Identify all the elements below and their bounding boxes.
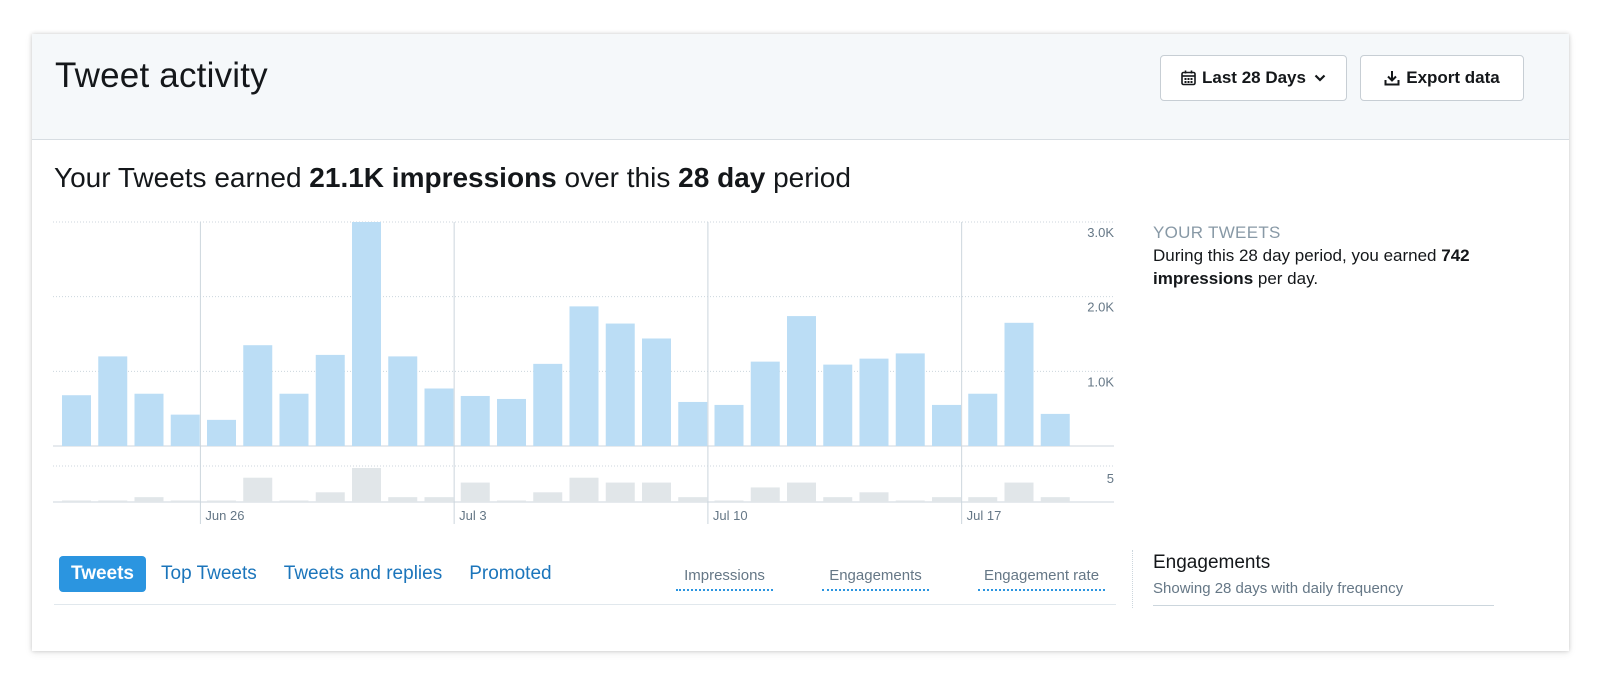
impressions-bar xyxy=(243,345,273,446)
engagements-bar xyxy=(932,497,961,502)
calendar-icon xyxy=(1181,70,1196,86)
impressions-bar xyxy=(859,358,889,446)
export-data-button[interactable]: Export data xyxy=(1360,55,1524,101)
tweet-tabs: Tweets Top Tweets Tweets and replies Pro… xyxy=(59,556,579,592)
metric-engagements[interactable]: Engagements xyxy=(822,567,929,591)
x-tick-label: Jul 3 xyxy=(459,508,486,523)
engagements-bar xyxy=(279,500,309,502)
engagements-bar xyxy=(497,500,526,502)
impressions-bar xyxy=(569,306,599,446)
download-icon xyxy=(1384,71,1400,86)
y-tick-label: 2.0K xyxy=(1087,300,1114,315)
impressions-bar xyxy=(315,354,345,446)
engagements-bar xyxy=(62,500,91,502)
impressions-bar xyxy=(1040,413,1070,446)
tab-tweets-and-replies[interactable]: Tweets and replies xyxy=(283,563,443,584)
impressions-bar xyxy=(134,393,164,446)
engagements-bar xyxy=(1004,482,1034,502)
engagements-bar xyxy=(1040,497,1070,502)
summary-suffix: period xyxy=(765,162,851,193)
engagements-bar xyxy=(170,500,200,502)
impressions-bar xyxy=(388,356,418,446)
impressions-bar xyxy=(352,222,381,446)
engagements-bar xyxy=(787,482,816,502)
impressions-bar xyxy=(207,419,236,446)
x-tick-label: Jun 26 xyxy=(205,508,244,523)
x-tick-label: Jul 10 xyxy=(713,508,748,523)
engagements-bar xyxy=(895,500,925,502)
engagements-bar xyxy=(388,497,418,502)
impressions-bar xyxy=(460,395,490,446)
engagements-bar xyxy=(859,492,889,502)
metric-engagement-rate[interactable]: Engagement rate xyxy=(978,567,1105,591)
impressions-bar xyxy=(714,404,744,446)
impressions-bar xyxy=(823,364,853,446)
engagements-bar xyxy=(98,500,128,502)
engagements-subtitle: Showing 28 days with daily frequency xyxy=(1153,580,1404,597)
engagements-bar xyxy=(968,497,998,502)
engagements-y-tick-label: 5 xyxy=(1107,471,1114,486)
your-tweets-text-bold: 742 impressions xyxy=(1153,246,1470,288)
page-title: Tweet activity xyxy=(55,56,268,95)
impressions-bar xyxy=(895,353,925,446)
impressions-chart: 1.0K 2.0K 3.0K 5 Jun 26 Jul 3 Jul 10 Jul 17 xyxy=(53,221,1114,524)
engagements-bar xyxy=(642,482,671,502)
summary-impressions: 21.1K impressions xyxy=(309,162,557,193)
impressions-bar xyxy=(605,323,635,446)
tweet-activity-card: Tweet activity Last 28 Days Export data xyxy=(32,34,1569,651)
engagements-bar xyxy=(134,497,164,502)
chevron-down-icon xyxy=(1314,74,1326,82)
engagements-bar xyxy=(823,497,853,502)
summary-prefix: Your Tweets earned xyxy=(54,162,310,193)
engagements-bar xyxy=(207,500,236,502)
y-tick-label: 1.0K xyxy=(1087,374,1114,389)
export-data-label: Export data xyxy=(1406,68,1500,87)
impressions-bar xyxy=(497,398,526,446)
engagements-bar xyxy=(569,477,599,502)
tab-top-tweets[interactable]: Top Tweets xyxy=(161,563,257,584)
tabs-divider xyxy=(54,604,1116,605)
engagements-bar xyxy=(424,497,454,502)
engagements-bar xyxy=(533,492,563,502)
impressions-bar xyxy=(98,356,128,446)
y-tick-label: 3.0K xyxy=(1087,225,1114,240)
impressions-bar xyxy=(279,393,309,446)
impressions-bar xyxy=(787,316,816,446)
engagements-bar xyxy=(460,482,490,502)
engagements-bar xyxy=(678,497,708,502)
date-range-button[interactable]: Last 28 Days xyxy=(1160,55,1347,101)
impressions-bar xyxy=(1004,322,1034,446)
metric-impressions[interactable]: Impressions xyxy=(676,567,773,591)
engagements-bar xyxy=(714,500,744,502)
engagements-divider xyxy=(1153,605,1494,606)
impressions-bar xyxy=(750,361,780,446)
impressions-bar xyxy=(642,338,671,446)
engagements-bar xyxy=(243,477,273,502)
impressions-bar xyxy=(170,414,200,446)
your-tweets-text: During this 28 day period, you earned 74… xyxy=(1153,244,1513,290)
tab-tweets[interactable]: Tweets xyxy=(59,556,147,592)
summary-middle: over this xyxy=(556,162,679,193)
tab-promoted[interactable]: Promoted xyxy=(469,563,552,584)
impressions-summary: Your Tweets earned 21.1K impressions ove… xyxy=(54,162,851,194)
engagements-title: Engagements xyxy=(1153,552,1271,573)
engagements-bar xyxy=(352,468,381,502)
your-tweets-text-suffix: per day. xyxy=(1253,269,1319,288)
your-tweets-text-prefix: During this 28 day period, you earned xyxy=(1153,246,1442,265)
your-tweets-label: YOUR TWEETS xyxy=(1153,223,1281,242)
impressions-bar xyxy=(533,363,563,446)
section-divider xyxy=(1132,550,1133,608)
impressions-bar xyxy=(968,393,998,446)
engagements-bar xyxy=(750,487,780,502)
engagements-bar xyxy=(315,492,345,502)
date-range-label: Last 28 Days xyxy=(1202,68,1306,87)
x-tick-label: Jul 17 xyxy=(967,508,1002,523)
header: Tweet activity Last 28 Days Export data xyxy=(32,34,1569,140)
summary-period: 28 day xyxy=(678,162,766,193)
engagements-bar xyxy=(605,482,635,502)
impressions-bar xyxy=(424,388,454,446)
impressions-bar xyxy=(932,404,961,446)
impressions-bar xyxy=(62,395,91,446)
impressions-bar xyxy=(678,401,708,446)
